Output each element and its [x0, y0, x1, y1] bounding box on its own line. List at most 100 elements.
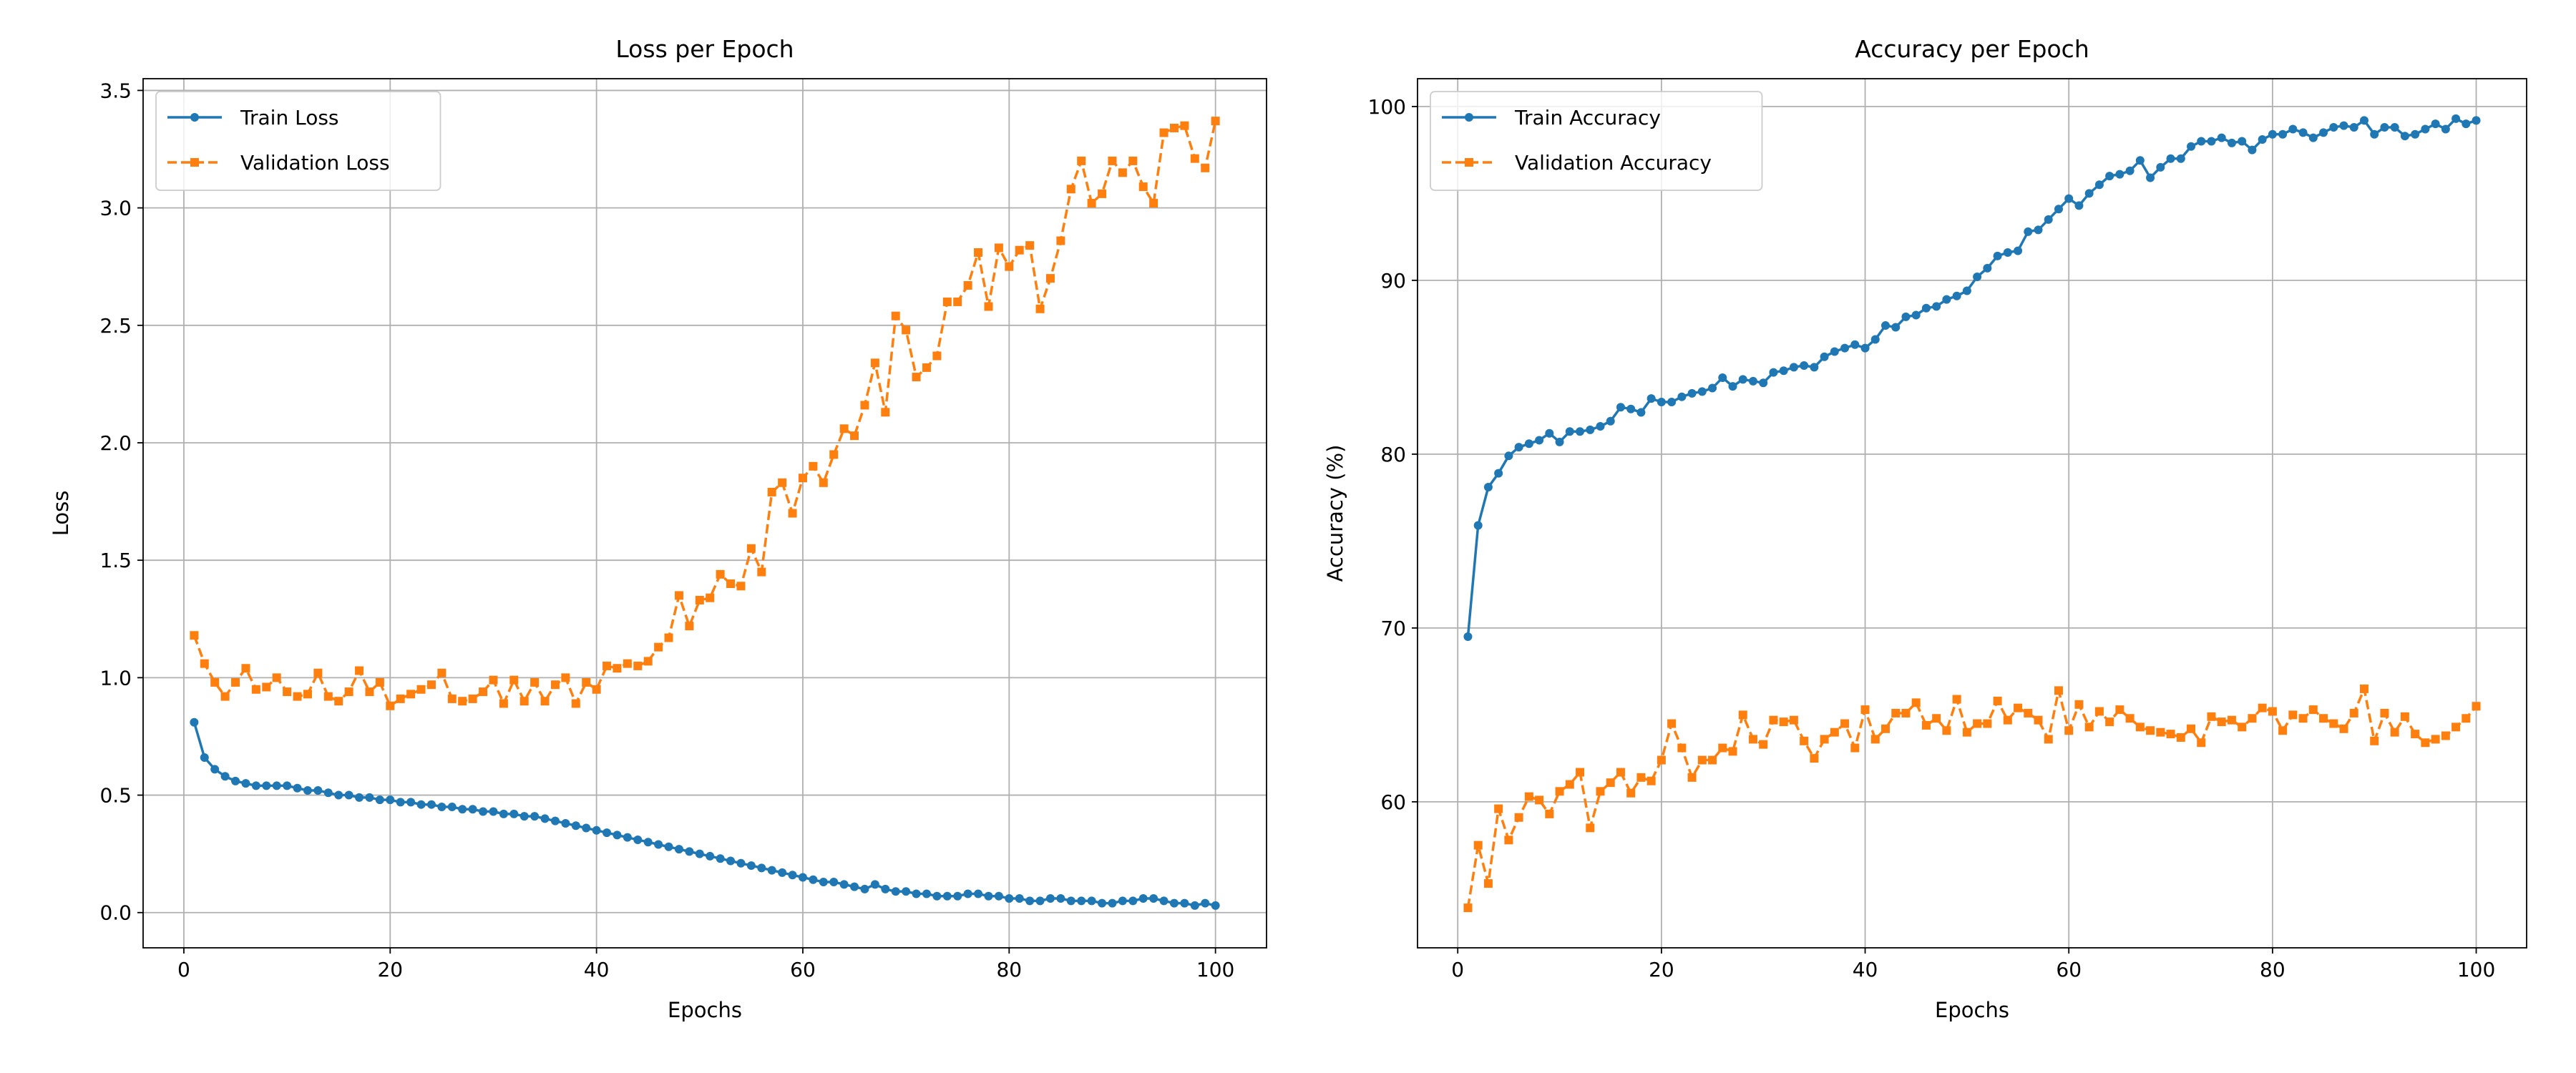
marker: [582, 823, 591, 833]
series-line: [1466, 117, 2477, 637]
marker: [912, 889, 921, 898]
marker: [2390, 727, 2399, 737]
marker: [1463, 903, 1473, 913]
y-tick-label: 3.5: [99, 79, 132, 102]
marker: [2400, 712, 2409, 721]
marker: [736, 582, 746, 591]
marker: [1535, 436, 1544, 445]
marker: [953, 297, 962, 306]
x-tick-label: 100: [1196, 958, 1234, 981]
marker: [2400, 132, 2409, 141]
marker: [1921, 303, 1931, 313]
marker: [1565, 427, 1574, 436]
marker: [2472, 702, 2481, 711]
marker: [2115, 705, 2124, 715]
marker: [1626, 404, 1636, 413]
marker: [2125, 714, 2135, 723]
marker: [2034, 715, 2043, 725]
marker: [1901, 312, 1911, 321]
marker: [1576, 427, 1585, 436]
marker: [2380, 123, 2389, 132]
marker: [2074, 201, 2084, 210]
marker: [2319, 714, 2328, 723]
marker: [1973, 719, 1982, 728]
y-tick-label: 0.0: [99, 901, 132, 925]
marker: [2227, 715, 2236, 725]
marker: [674, 845, 683, 854]
marker: [891, 311, 900, 320]
marker: [1840, 343, 1850, 353]
y-tick-label: 2.5: [99, 314, 132, 338]
marker: [303, 785, 312, 795]
marker: [922, 889, 931, 898]
marker: [220, 772, 230, 781]
marker: [489, 675, 498, 685]
marker: [519, 697, 529, 706]
marker: [1504, 451, 1513, 461]
marker: [654, 642, 663, 652]
marker: [509, 809, 519, 818]
marker: [2288, 710, 2298, 720]
marker: [241, 664, 250, 673]
marker: [2349, 708, 2358, 717]
marker: [2329, 719, 2338, 728]
marker: [633, 661, 643, 670]
marker: [1850, 743, 1860, 753]
marker: [365, 687, 374, 697]
marker: [932, 351, 942, 361]
marker: [2105, 717, 2114, 727]
marker: [1098, 898, 1107, 908]
marker: [1677, 743, 1687, 753]
marker: [2268, 129, 2277, 139]
x-tick-label: 60: [790, 958, 816, 981]
marker: [2411, 129, 2420, 139]
marker: [1118, 168, 1127, 177]
marker: [592, 825, 601, 835]
marker: [2238, 137, 2247, 146]
marker: [2084, 722, 2094, 732]
marker: [375, 677, 384, 687]
marker: [860, 401, 869, 410]
marker: [2176, 733, 2185, 742]
marker: [1169, 123, 1179, 132]
marker: [2054, 686, 2063, 695]
marker: [355, 793, 364, 802]
marker: [1190, 901, 1199, 910]
marker: [1149, 199, 1158, 208]
marker: [1626, 788, 1636, 798]
marker: [1138, 182, 1148, 192]
x-axis-label: Epochs: [1935, 998, 2009, 1022]
y-axis-label: Accuracy (%): [1323, 445, 1347, 582]
chart-title: Loss per Epoch: [615, 35, 794, 63]
marker: [479, 807, 488, 816]
marker: [323, 788, 333, 798]
marker: [468, 805, 477, 814]
marker: [963, 280, 972, 290]
marker: [571, 699, 580, 708]
marker: [716, 854, 725, 863]
marker: [313, 785, 323, 795]
marker: [1586, 823, 1595, 833]
marker: [1687, 773, 1697, 782]
y-tick-label: 100: [1368, 95, 1406, 119]
x-tick-label: 20: [1649, 958, 1674, 981]
legend: Train Accuracy Validation Accuracy: [1430, 91, 1763, 191]
marker: [344, 790, 353, 800]
marker: [303, 690, 312, 699]
legend-marker: [190, 158, 199, 167]
marker: [736, 858, 746, 868]
marker: [426, 680, 436, 690]
marker: [2441, 731, 2450, 740]
marker: [1789, 363, 1798, 372]
marker: [839, 424, 849, 433]
marker: [262, 781, 271, 790]
marker: [1005, 262, 1014, 271]
marker: [1211, 901, 1220, 910]
marker: [2359, 116, 2368, 125]
marker: [190, 717, 199, 727]
marker: [942, 891, 952, 901]
marker: [643, 838, 653, 847]
x-axis-label: Epochs: [668, 998, 742, 1022]
marker: [994, 243, 1003, 253]
